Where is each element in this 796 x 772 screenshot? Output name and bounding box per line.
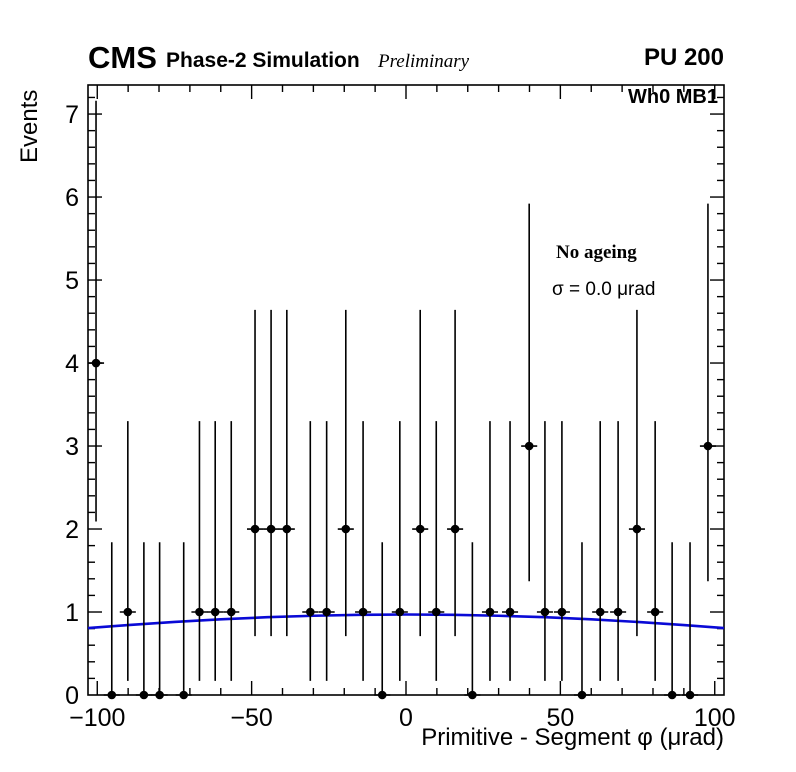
axis-tick-labels: −100 −50 0 50 100 0 1 2 3 4 5 6 7 [65,101,736,732]
data-marker [282,524,292,534]
data-marker [485,607,495,617]
data-marker [431,607,441,617]
simulation-label: Phase-2 Simulation [166,49,360,72]
data-marker [613,607,623,617]
ageing-label: No ageing [556,242,637,263]
x-tick-label: 0 [399,704,413,732]
y-tick-label: 2 [65,516,79,544]
data-marker [632,524,642,534]
data-marker [468,690,477,700]
data-marker [139,690,149,700]
data-marker [557,607,567,617]
data-marker [179,690,189,700]
x-tick-label: 50 [546,704,574,732]
data-marker [595,607,605,617]
y-axis-title: Events [16,89,43,163]
data-marker [305,607,315,617]
region-label: Wh0 MB1 [628,86,718,108]
pileup-label: PU 200 [643,44,724,71]
data-marker [450,524,460,534]
x-axis-title: Primitive - Segment φ (μrad) [421,724,724,751]
axis-ticks [88,85,724,695]
cms-label: CMS [88,40,157,75]
y-tick-label: 3 [65,433,79,461]
y-tick-label: 0 [65,682,79,710]
x-tick-label: 100 [694,704,736,732]
x-tick-label: −100 [69,704,125,732]
data-marker [210,607,220,617]
data-marker [226,607,236,617]
data-marker [123,607,133,617]
preliminary-label: Preliminary [378,51,470,72]
fit-curve [87,613,725,630]
data-marker [667,690,677,700]
data-marker [540,607,550,617]
data-marker [155,690,164,700]
y-tick-label: 5 [65,267,79,295]
data-marker [685,690,695,700]
error-bars [88,100,716,696]
data-marker [505,607,515,617]
y-tick-label: 6 [65,184,79,212]
data-marker [395,607,405,617]
data-marker [577,690,587,700]
data-marker [107,690,117,700]
y-tick-label: 4 [65,350,79,378]
y-tick-label: 1 [65,599,79,627]
data-marker [650,607,660,617]
data-marker [195,607,204,617]
data-marker [703,441,713,451]
data-marker [341,524,351,534]
data-marker [250,524,260,534]
y-tick-label: 7 [65,101,79,129]
data-points [91,358,713,700]
data-marker [322,607,331,617]
data-marker [524,441,534,451]
data-marker [415,524,425,534]
x-tick-label: −50 [230,704,272,732]
data-marker [91,358,101,368]
data-marker [358,607,368,617]
data-marker [266,524,276,534]
data-marker [377,690,387,700]
sigma-label: σ = 0.0 μrad [552,279,656,300]
fit-curve-line [87,613,725,630]
